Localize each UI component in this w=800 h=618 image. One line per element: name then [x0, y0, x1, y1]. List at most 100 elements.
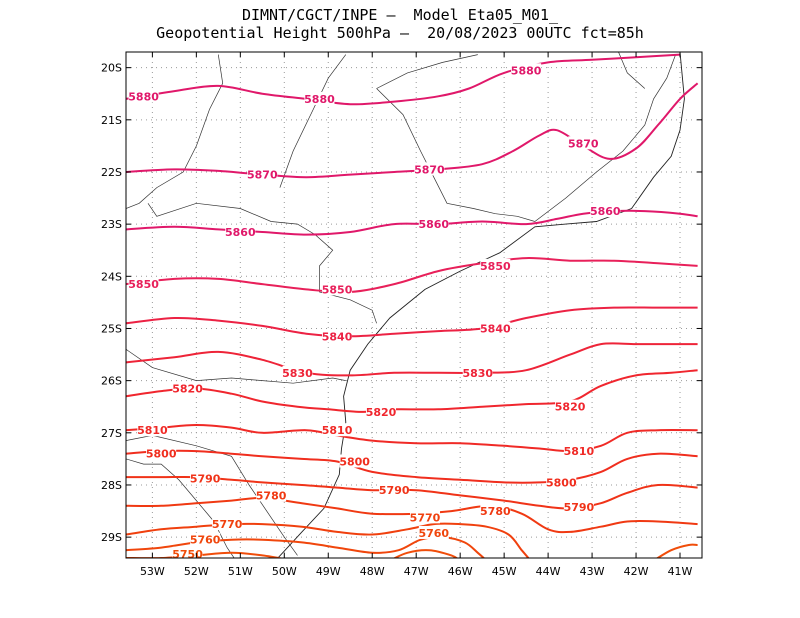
contour-label: 5820 — [555, 401, 586, 414]
contour-label: 5780 — [256, 489, 287, 502]
contour-label: 5870 — [414, 163, 445, 176]
contour-label: 5820 — [366, 406, 397, 419]
contour-label: 5870 — [247, 169, 278, 182]
contour-label: 5770 — [410, 511, 441, 524]
lon-tick-label: 46W — [448, 565, 473, 578]
contour-label: 5780 — [480, 505, 511, 518]
lon-tick-label: 51W — [228, 565, 253, 578]
latitude-axis: 20S 21S 22S 23S 24S 25S 26S 27S 28S 29S — [101, 62, 702, 544]
lat-tick-label: 25S — [101, 322, 122, 335]
coastline — [277, 52, 685, 558]
contour-label: 5860 — [590, 205, 621, 218]
contour-label-bg — [462, 365, 493, 379]
contour-label: 5850 — [128, 278, 159, 291]
contour-label-bg — [304, 91, 335, 105]
contour-line-5790 — [126, 475, 698, 510]
contour-line-5750 — [126, 551, 285, 558]
contour-label: 5860 — [418, 218, 449, 231]
lon-tick-label: 50W — [272, 565, 297, 578]
contour-labels: 5880 5880 5880 5870 5870 5870 5860 5860 5860 5850… — [128, 63, 621, 561]
chart-title-line-2: Geopotential Height 500hPa – 20/08/2023 … — [156, 24, 644, 42]
lat-tick-label: 21S — [101, 114, 122, 127]
contour-label-bg — [322, 329, 353, 343]
lon-tick-label: 52W — [184, 565, 209, 578]
contour-label-bg — [137, 423, 168, 437]
contour-label-bg — [190, 471, 221, 485]
contour-label-bg — [172, 546, 203, 560]
contour-line-5750 — [392, 549, 459, 558]
map-frame — [125, 51, 703, 559]
contour-label-bg — [322, 282, 353, 296]
contour-label-bg — [480, 321, 511, 335]
contour-label-bg — [339, 454, 370, 468]
contour-line-5800 — [126, 449, 698, 484]
lon-tick-label: 48W — [360, 565, 385, 578]
contour-label-bg — [128, 277, 159, 291]
contour-label: 5880 — [511, 64, 542, 77]
lat-tick-label: 28S — [101, 479, 122, 492]
contour-label-bg — [563, 499, 594, 513]
contour-line-5850 — [126, 257, 698, 294]
state-border-line — [279, 54, 347, 188]
contour-label: 5840 — [322, 330, 353, 343]
contour-label-bg — [546, 475, 577, 489]
contour-label: 5800 — [146, 448, 177, 461]
contour-label-bg — [563, 444, 594, 458]
contour-label-bg — [212, 517, 243, 531]
contour-line-5770 — [126, 522, 530, 558]
lat-tick-label: 26S — [101, 375, 122, 388]
longitude-axis: 53W 52W 51W 50W 49W 48W 47W 46W 45W 44W 43W 42W 41W — [140, 52, 693, 578]
contour-label: 5790 — [564, 501, 595, 514]
contour-label: 5860 — [225, 226, 256, 239]
state-border-line — [126, 458, 235, 558]
contour-label-bg — [256, 488, 287, 502]
lat-tick-label: 23S — [101, 218, 122, 231]
contour-line-5830 — [126, 342, 698, 377]
lat-tick-label: 20S — [101, 62, 122, 75]
contour-label-bg — [190, 532, 221, 546]
contour-line-5880 — [126, 53, 681, 106]
contour-line-5820 — [126, 369, 698, 413]
contour-label-bg — [146, 446, 177, 460]
contour-label-bg — [555, 399, 586, 413]
contour-label: 5850 — [480, 260, 511, 273]
contour-label: 5810 — [137, 424, 168, 437]
contour-label: 5790 — [379, 484, 410, 497]
contour-label-bg — [247, 167, 278, 181]
lon-tick-label: 44W — [536, 565, 561, 578]
contour-label-bg — [366, 404, 397, 418]
contour-label-bg — [322, 423, 353, 437]
state-border-line — [376, 54, 478, 89]
contour-label-bg — [568, 136, 599, 150]
lon-tick-label: 53W — [140, 565, 165, 578]
contour-label-bg — [172, 381, 203, 395]
contour-label: 5830 — [282, 367, 313, 380]
contour-label-bg — [511, 63, 542, 77]
state-border-line — [126, 349, 346, 384]
contour-label-bg — [418, 525, 449, 539]
contour-label: 5760 — [190, 534, 221, 547]
contour-label: 5750 — [172, 548, 203, 561]
contour-label-bg — [282, 365, 313, 379]
state-border-line — [534, 54, 676, 222]
contour-label-bg — [418, 217, 449, 231]
contour-label: 5810 — [564, 445, 595, 458]
state-border-line — [126, 54, 224, 209]
contour-label: 5790 — [190, 473, 221, 486]
state-borders — [126, 52, 676, 558]
contour-line-5870 — [126, 82, 699, 179]
contour-line-5810 — [126, 424, 698, 453]
state-border-line — [376, 88, 535, 222]
contour-label: 5800 — [546, 476, 577, 489]
state-border-line — [147, 202, 377, 324]
contour-label: 5800 — [339, 455, 370, 468]
contour-label: 5880 — [128, 90, 159, 103]
contour-label-bg — [480, 504, 511, 518]
contour-line-5840 — [126, 306, 698, 338]
contour-label: 5880 — [304, 93, 335, 106]
lat-tick-label: 24S — [101, 270, 122, 283]
contour-label: 5870 — [568, 137, 599, 150]
contour-label-bg — [225, 224, 256, 238]
contour-label-bg — [379, 483, 410, 497]
